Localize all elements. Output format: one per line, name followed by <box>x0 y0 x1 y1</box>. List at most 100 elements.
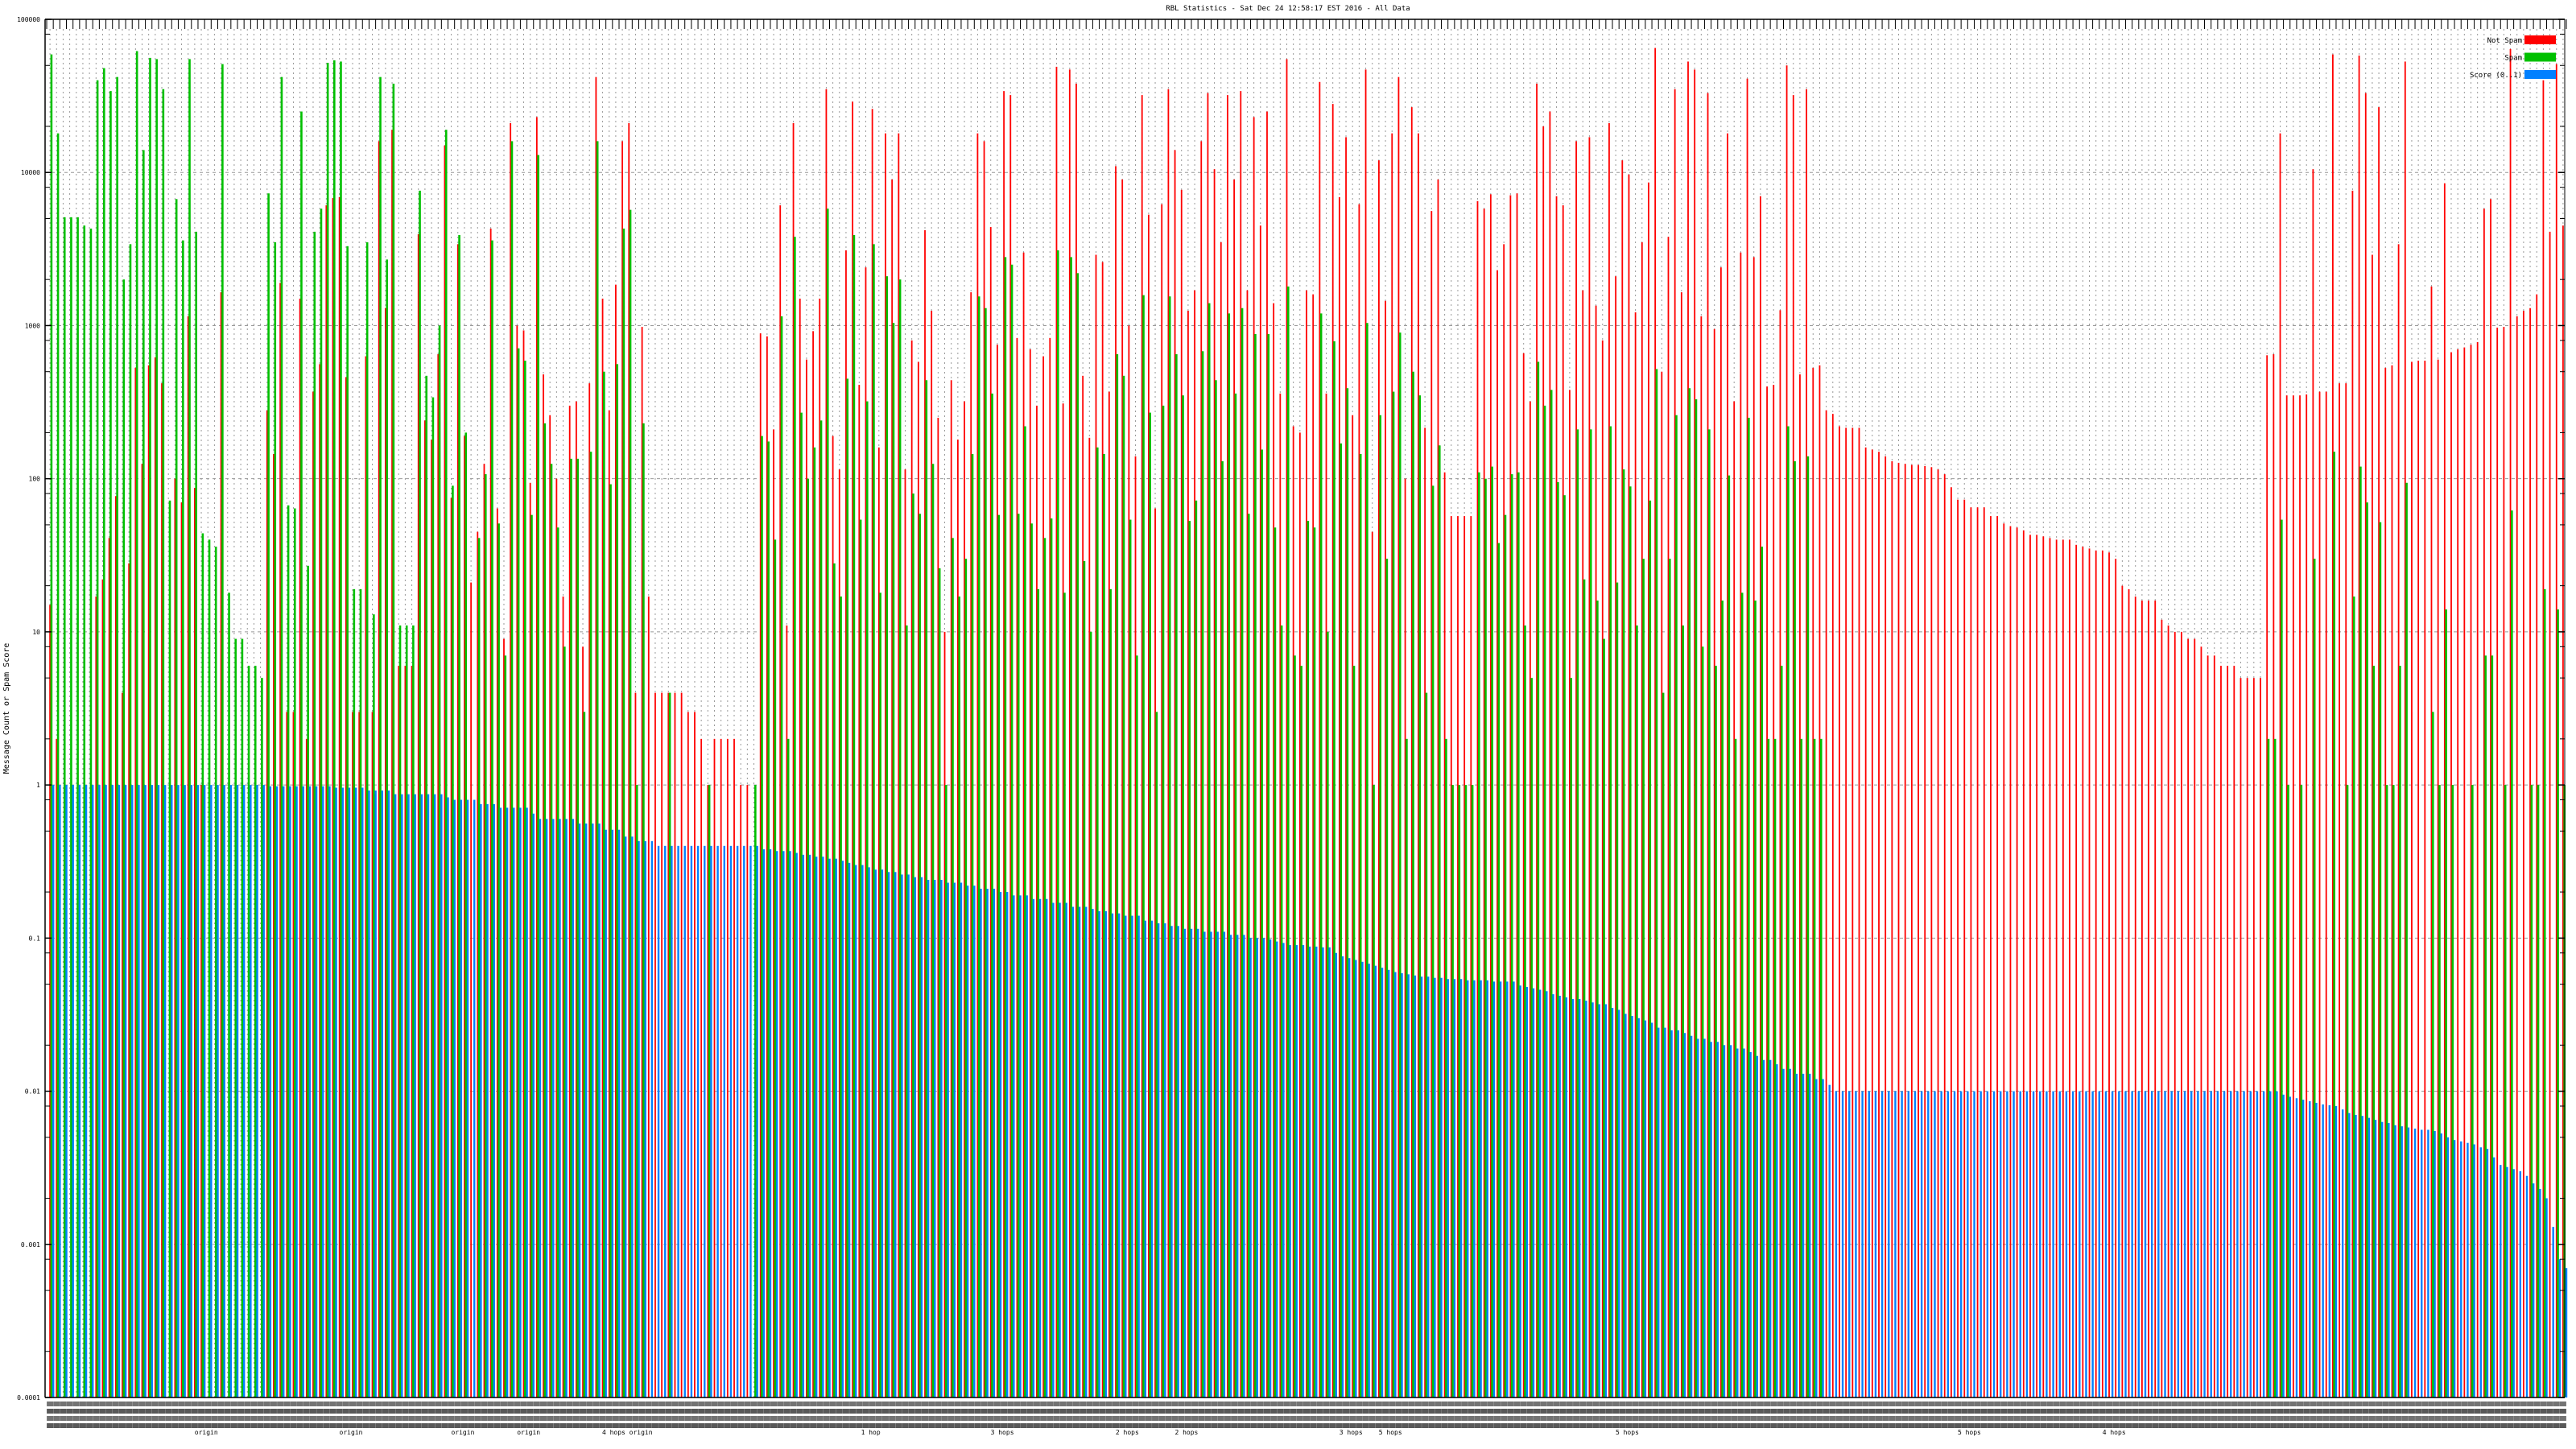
score-bar <box>1440 977 1443 1397</box>
spam-bar <box>1616 582 1619 1397</box>
spam-bar <box>846 378 849 1397</box>
x-category-label-glyphs <box>770 1416 778 1421</box>
x-category-label-glyphs <box>309 1423 316 1428</box>
score-bar <box>1670 1030 1673 1397</box>
spam-bar <box>971 453 974 1397</box>
x-category-label-glyphs <box>60 1402 67 1406</box>
spam-bar <box>1701 646 1704 1397</box>
x-category-label-glyphs <box>1559 1409 1567 1414</box>
score-bar <box>124 785 127 1397</box>
x-category-label-glyphs <box>1507 1409 1514 1414</box>
x-category-label-glyphs <box>1507 1402 1514 1406</box>
x-category-label-glyphs <box>487 1402 494 1406</box>
x-category-label-glyphs <box>842 1409 849 1414</box>
x-category-label-glyphs <box>460 1423 468 1428</box>
x-category-label-glyphs <box>1592 1402 1600 1406</box>
x-category-label-glyphs <box>1849 1402 1856 1406</box>
not-spam-bar <box>1779 310 1781 1398</box>
spam-bar <box>1491 466 1493 1397</box>
not-spam-bar <box>733 738 735 1397</box>
x-category-label-glyphs <box>2013 1409 2021 1414</box>
spam-bar <box>1464 785 1468 1397</box>
x-category-label-glyphs <box>1231 1402 1238 1406</box>
x-category-label-glyphs <box>2421 1423 2429 1428</box>
x-category-label-glyphs <box>1783 1402 1790 1406</box>
x-category-label-glyphs <box>711 1402 718 1406</box>
x-category-label-glyphs <box>777 1416 784 1421</box>
spam-bar <box>583 712 586 1397</box>
score-bar <box>704 845 706 1397</box>
spam-bar <box>313 231 316 1397</box>
x-category-label-glyphs <box>132 1416 139 1421</box>
x-category-label-glyphs <box>468 1423 475 1428</box>
not-spam-bar <box>2529 308 2531 1397</box>
not-spam-bar <box>1306 290 1307 1397</box>
x-category-label-glyphs <box>1882 1409 1889 1414</box>
x-category-label-glyphs <box>1382 1416 1389 1421</box>
not-spam-bar <box>1812 367 1814 1397</box>
not-spam-bar <box>1852 427 1854 1398</box>
x-category-label-glyphs <box>1211 1423 1218 1428</box>
x-category-label-glyphs <box>1217 1423 1224 1428</box>
x-category-label-glyphs <box>369 1402 376 1406</box>
score-bar <box>1131 915 1133 1397</box>
not-spam-bar <box>2285 395 2288 1397</box>
x-category-label-glyphs <box>2264 1423 2271 1428</box>
score-bar <box>1315 946 1318 1397</box>
not-spam-bar <box>2233 666 2235 1397</box>
score-bar <box>2421 1129 2423 1397</box>
not-spam-bar <box>200 785 202 1397</box>
score-bar <box>2065 1091 2068 1397</box>
x-category-label-glyphs <box>658 1423 666 1428</box>
score-bar <box>1992 1091 1996 1397</box>
spam-bar <box>491 240 493 1397</box>
not-spam-bar <box>2181 631 2182 1397</box>
score-bar <box>1624 1013 1627 1397</box>
x-category-label-glyphs <box>678 1416 685 1421</box>
x-category-label-glyphs <box>2000 1423 2008 1428</box>
x-category-label-glyphs <box>2132 1423 2139 1428</box>
score-bar <box>2039 1091 2041 1397</box>
x-group-label: origin <box>340 1429 363 1436</box>
x-category-label-glyphs <box>1724 1402 1732 1406</box>
x-category-label-glyphs <box>1507 1416 1514 1421</box>
x-category-label-glyphs <box>796 1409 803 1414</box>
score-bar <box>1078 906 1081 1397</box>
x-category-label-glyphs <box>2376 1423 2383 1428</box>
spam-bar <box>438 325 441 1398</box>
x-category-label-glyphs <box>1323 1423 1330 1428</box>
x-category-label-glyphs <box>2250 1402 2257 1406</box>
not-spam-bar <box>2121 585 2124 1397</box>
x-category-label-glyphs <box>1066 1416 1073 1421</box>
not-spam-bar <box>1951 487 1952 1397</box>
x-category-label-glyphs <box>605 1409 613 1414</box>
not-spam-bar <box>871 109 873 1397</box>
x-category-label-glyphs <box>2106 1416 2113 1421</box>
score-bar <box>433 794 436 1397</box>
not-spam-bar <box>694 712 696 1397</box>
x-category-label-glyphs <box>922 1402 929 1406</box>
not-spam-bar <box>2154 601 2157 1397</box>
x-category-label-glyphs <box>1967 1402 1975 1406</box>
x-category-label-glyphs <box>783 1423 791 1428</box>
x-category-label-glyphs <box>1737 1416 1744 1421</box>
not-spam-bar <box>1371 531 1373 1397</box>
not-spam-bar <box>2095 550 2097 1397</box>
x-category-label-glyphs <box>987 1416 994 1421</box>
x-category-label-glyphs <box>941 1402 948 1406</box>
x-category-label-glyphs <box>2388 1423 2396 1428</box>
x-category-label-glyphs <box>2132 1402 2139 1406</box>
x-category-label-glyphs <box>1033 1423 1040 1428</box>
x-category-label-glyphs <box>547 1416 554 1421</box>
not-spam-bar <box>943 631 946 1397</box>
x-category-label-glyphs <box>2231 1409 2238 1414</box>
not-spam-bar <box>2339 383 2340 1397</box>
x-category-label-glyphs <box>625 1416 633 1421</box>
x-category-label-glyphs <box>1724 1416 1732 1421</box>
x-category-label-glyphs <box>842 1402 849 1406</box>
x-category-label-glyphs <box>507 1409 514 1414</box>
x-category-label-glyphs <box>1566 1402 1573 1406</box>
not-spam-bar <box>792 122 795 1398</box>
x-category-label-glyphs <box>974 1423 981 1428</box>
x-category-label-glyphs <box>1980 1402 1988 1406</box>
